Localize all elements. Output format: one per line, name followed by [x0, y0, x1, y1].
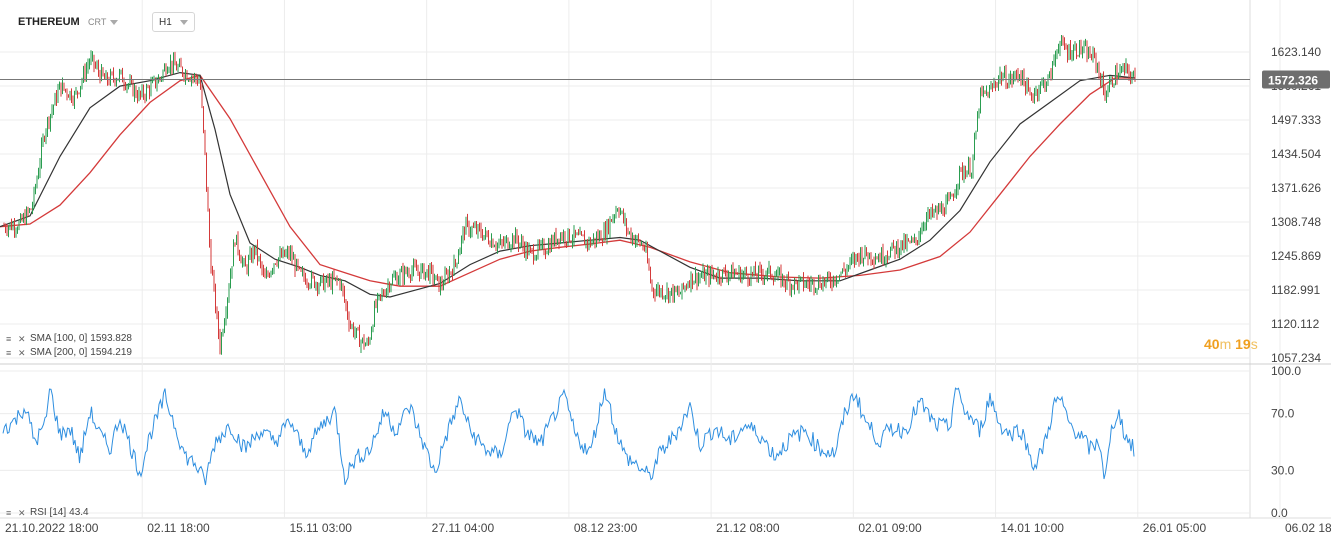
countdown-seconds: 19: [1235, 336, 1251, 352]
countdown-seconds-unit: s: [1250, 336, 1258, 352]
sma100-value: 1593.828: [90, 333, 132, 344]
sma200-label: SMA [200, 0]: [30, 347, 88, 358]
price-tick-label: 1182.991: [1271, 283, 1320, 297]
price-tick-label: 1057.234: [1271, 351, 1321, 365]
time-tick-label: 27.11 04:00: [432, 521, 495, 535]
price-tick-label: 1308.748: [1271, 215, 1321, 229]
price-tick-label: 1245.869: [1271, 249, 1321, 263]
rsi-line: [2, 387, 1135, 486]
sma100-line: [0, 71, 1136, 298]
time-tick-label: 02.01 09:00: [858, 521, 922, 535]
rsi-legend[interactable]: ≡ ✕ RSI [14] 43.4: [6, 507, 89, 518]
settings-icon[interactable]: ≡: [6, 333, 12, 344]
sma200-legend[interactable]: ≡ ✕ SMA [200, 0] 1594.219: [6, 347, 132, 358]
countdown-minutes: 40: [1204, 336, 1220, 352]
price-tick-label: 1120.112: [1271, 317, 1320, 331]
timeframe-selector[interactable]: H1: [152, 12, 195, 32]
sma200-value: 1594.219: [90, 347, 132, 358]
current-price-line: 1572.326: [0, 70, 1330, 89]
sma100-label: SMA [100, 0]: [30, 333, 88, 344]
time-tick-label: 14.01 10:00: [1001, 521, 1065, 535]
rsi-tick-label: 30.0: [1271, 463, 1295, 477]
sma200-line: [0, 74, 1135, 287]
rsi-tick-label: 100.0: [1271, 364, 1301, 378]
chart-type-label: CRT: [88, 17, 107, 27]
chevron-down-icon: [179, 19, 188, 25]
time-tick-label: 06.02 18:00: [1285, 521, 1331, 535]
time-tick-label: 08.12 23:00: [574, 521, 638, 535]
symbol-label[interactable]: ETHEREUM: [18, 16, 80, 28]
rsi-panel: 100.0 70.0 30.0 0.0: [0, 364, 1301, 520]
close-icon[interactable]: ✕: [18, 333, 26, 344]
chevron-down-icon: [110, 19, 119, 25]
time-tick-label: 15.11 03:00: [289, 521, 352, 535]
close-icon[interactable]: ✕: [18, 507, 26, 518]
candles: [3, 34, 1136, 355]
price-tick-label: 1497.333: [1271, 113, 1321, 127]
time-tick-label: 02.11 18:00: [147, 521, 210, 535]
close-icon[interactable]: ✕: [18, 347, 26, 358]
price-tick-label: 1434.504: [1271, 147, 1321, 161]
time-tick-label: 26.01 05:00: [1143, 521, 1207, 535]
rsi-tick-label: 0.0: [1271, 506, 1288, 520]
current-price-tag: [1262, 70, 1330, 89]
time-tick-label: 21.10.2022 18:00: [5, 521, 99, 535]
countdown-minutes-unit: m: [1219, 336, 1232, 352]
rsi-label: RSI [14]: [30, 507, 67, 518]
grid: [0, 0, 1331, 519]
price-axis: 1623.1401560.2611497.3331434.5041371.626…: [1271, 45, 1321, 365]
moving-averages: [0, 71, 1136, 298]
price-tick-label: 1623.140: [1271, 45, 1321, 59]
sma100-legend[interactable]: ≡ ✕ SMA [100, 0] 1593.828: [6, 333, 132, 344]
timeframe-label: H1: [159, 16, 172, 28]
time-axis: 21.10.2022 18:00 02.11 18:00 15.11 03:00 27…: [5, 521, 1331, 535]
current-price-label: 1572.326: [1268, 73, 1318, 87]
rsi-value: 43.4: [69, 507, 89, 518]
chart-type-selector[interactable]: CRT: [88, 12, 119, 32]
candle-countdown: 40m 19s: [1204, 336, 1258, 352]
time-tick-label: 21.12 08:00: [716, 521, 780, 535]
settings-icon[interactable]: ≡: [6, 347, 12, 358]
rsi-tick-label: 70.0: [1271, 407, 1295, 421]
settings-icon[interactable]: ≡: [6, 507, 12, 518]
price-tick-label: 1371.626: [1271, 181, 1321, 195]
